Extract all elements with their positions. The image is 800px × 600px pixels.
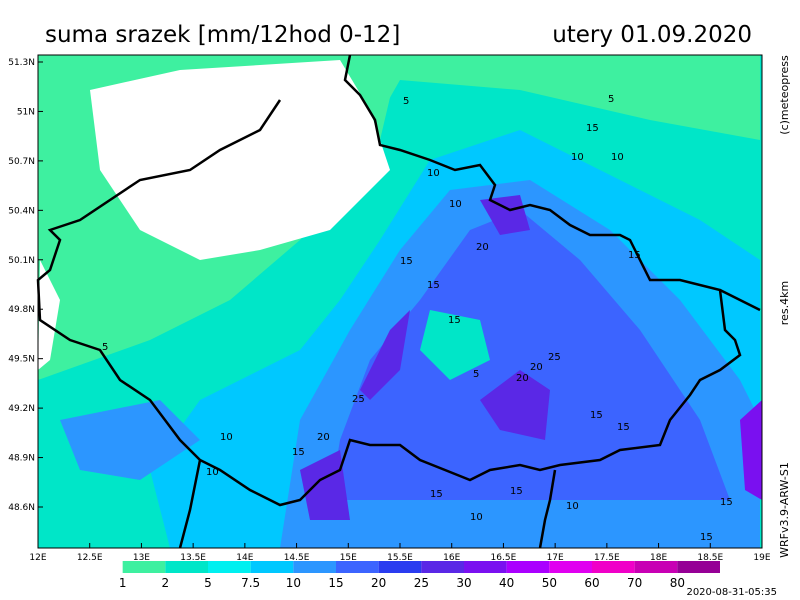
legend-label: 30 — [456, 576, 471, 590]
lat-tick-label: 50.4N — [8, 206, 35, 216]
contour-label: 15 — [430, 489, 443, 500]
legend-label: 5 — [204, 576, 212, 590]
legend-swatch — [421, 561, 464, 573]
contour-label: 20 — [530, 362, 543, 373]
legend-label: 10 — [286, 576, 301, 590]
lon-tick-label: 18.5E — [697, 553, 723, 563]
legend-swatch — [464, 561, 507, 573]
legend-label: 15 — [328, 576, 343, 590]
lon-tick-label: 15.5E — [387, 553, 413, 563]
lat-tick-label: 49.8N — [8, 305, 35, 315]
contour-label: 5 — [102, 342, 108, 353]
contour-label: 5 — [473, 369, 479, 380]
contour-label: 10 — [566, 501, 579, 512]
lon-tick-label: 14.5E — [284, 553, 310, 563]
credit: (c)meteopress — [778, 55, 791, 135]
lat-tick-label: 48.9N — [8, 454, 35, 464]
legend-label: 2 — [162, 576, 170, 590]
legend-label: 80 — [670, 576, 685, 590]
legend-swatch — [293, 561, 336, 573]
contour-label: 25 — [352, 394, 365, 405]
legend-label: 20 — [371, 576, 386, 590]
lon-tick-label: 15E — [340, 553, 357, 563]
lat-tick-label: 48.6N — [8, 503, 35, 513]
contour-label: 15 — [628, 250, 641, 261]
contour-label: 10 — [427, 168, 440, 179]
lat-tick-label: 49.2N — [8, 404, 35, 414]
contour-label: 15 — [720, 497, 733, 508]
lat-tick-label: 51N — [17, 107, 35, 117]
timestamp: 2020-08-31-05:35 — [686, 587, 777, 598]
legend-swatch — [592, 561, 635, 573]
lon-tick-label: 13E — [133, 553, 150, 563]
lon-tick-label: 14E — [236, 553, 253, 563]
contour-label: 20 — [516, 373, 529, 384]
contour-label: 10 — [470, 512, 483, 523]
lat-tick-label: 51.3N — [8, 58, 35, 68]
contour-label: 15 — [586, 123, 599, 134]
legend-swatch — [165, 561, 208, 573]
lat-tick-label: 50.1N — [8, 256, 35, 266]
lon-tick-label: 17.5E — [594, 553, 620, 563]
contour-label: 15 — [400, 256, 413, 267]
borders — [36, 54, 761, 549]
lon-tick-label: 18E — [650, 553, 667, 563]
legend-swatch — [80, 561, 123, 573]
lat-tick-label: 50.7N — [8, 157, 35, 167]
date: utery 01.09.2020 — [552, 22, 752, 48]
legend-swatch — [634, 561, 678, 573]
legend-label: 25 — [414, 576, 429, 590]
contour-label: 10 — [206, 467, 219, 478]
contour-label: 5 — [608, 94, 614, 105]
legend-swatch — [378, 561, 422, 573]
contour-label: 15 — [590, 410, 603, 421]
contour-label: 10 — [449, 199, 462, 210]
lon-tick-label: 16.5E — [491, 553, 517, 563]
legend-swatch — [506, 561, 550, 573]
lat-tick-label: 49.5N — [8, 355, 35, 365]
contour-label: 10 — [611, 152, 624, 163]
contour-label: 10 — [220, 432, 233, 443]
lon-tick-label: 19E — [753, 553, 770, 563]
lon-tick-label: 16E — [443, 553, 460, 563]
contour-label: 10 — [571, 152, 584, 163]
contour-label: 15 — [448, 315, 461, 326]
title: suma srazek [mm/12hod 0-12] — [45, 22, 400, 48]
legend-label: 7.5 — [241, 576, 260, 590]
legend-swatch — [208, 561, 251, 573]
contour-label: 15 — [617, 422, 630, 433]
legend-swatch — [250, 561, 294, 573]
legend-swatch — [549, 561, 592, 573]
legend-label: 60 — [584, 576, 599, 590]
contour-label: 15 — [510, 486, 523, 497]
lon-tick-label: 13.5E — [180, 553, 206, 563]
map-field — [37, 54, 763, 549]
contour-label: 15 — [700, 532, 713, 543]
lon-tick-label: 12.5E — [77, 553, 103, 563]
lon-tick-label: 17E — [547, 553, 564, 563]
lon-tick-label: 12E — [29, 553, 46, 563]
contour-label: 20 — [317, 432, 330, 443]
legend-label: 70 — [627, 576, 642, 590]
legend-label: 1 — [119, 576, 127, 590]
contour-label: 15 — [427, 280, 440, 291]
contour-label: 25 — [548, 352, 561, 363]
legend-swatch — [122, 561, 166, 573]
legend-label: 40 — [499, 576, 514, 590]
resolution: res.4km — [778, 281, 791, 325]
legend-swatch — [677, 561, 720, 573]
contour-label: 15 — [292, 447, 305, 458]
legend-swatch — [336, 561, 379, 573]
contour-label: 5 — [403, 96, 409, 107]
contour-labels: 5 5 15 10 10 10 15 10 15 15 20 15 5 20 2… — [102, 94, 733, 543]
model: WRFv3.9-ARW-S1 — [778, 462, 791, 558]
legend-label: 50 — [542, 576, 557, 590]
contour-label: 20 — [476, 242, 489, 253]
